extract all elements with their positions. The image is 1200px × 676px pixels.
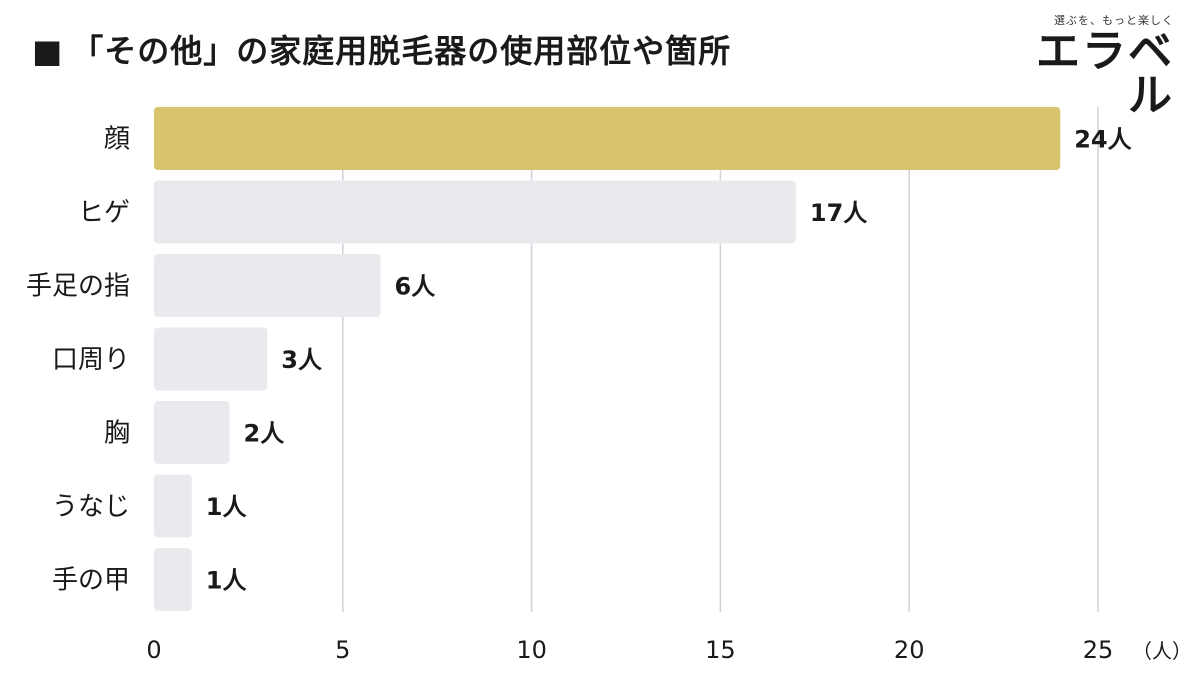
x-tick-label: 25: [1083, 636, 1114, 664]
data-label: 1人: [206, 493, 247, 521]
chart-title: ■ 「その他」の家庭用脱毛器の使用部位や箇所: [32, 26, 731, 72]
title-square-marker: ■: [32, 32, 64, 70]
bar: [154, 327, 268, 391]
data-label: 24人: [1074, 126, 1131, 154]
brand-logo: 選ぶを、もっと楽しく エラベル: [1004, 12, 1174, 118]
category-label: うなじ: [52, 492, 130, 522]
category-label: 手足の指: [26, 272, 130, 302]
x-tick-label: 20: [894, 636, 925, 664]
bar: [154, 180, 796, 244]
category-label: 手の甲: [52, 566, 130, 596]
bar: [154, 474, 192, 538]
bar: [154, 254, 381, 317]
category-label: 胸: [104, 419, 130, 449]
category-label: 顔: [104, 125, 130, 155]
data-label: 17人: [810, 199, 867, 227]
data-label: 2人: [244, 420, 285, 448]
x-tick-label: 15: [705, 636, 736, 664]
bar: [154, 107, 1061, 170]
data-label: 6人: [395, 273, 436, 301]
data-label: 1人: [206, 567, 247, 595]
brand-tagline: 選ぶを、もっと楽しく: [1054, 14, 1174, 27]
x-tick-label: 0: [146, 636, 161, 664]
bar: [154, 548, 192, 611]
x-tick-label: 5: [335, 636, 350, 664]
category-label: ヒゲ: [78, 198, 130, 228]
title-text: 「その他」の家庭用脱毛器の使用部位や箇所: [71, 32, 732, 70]
category-label: 口周り: [52, 345, 130, 375]
x-axis-unit: （人）: [1132, 639, 1192, 663]
bar: [154, 401, 230, 464]
data-label: 3人: [281, 346, 322, 374]
x-tick-label: 10: [516, 636, 547, 664]
brand-wordmark: エラベル: [1036, 26, 1174, 121]
